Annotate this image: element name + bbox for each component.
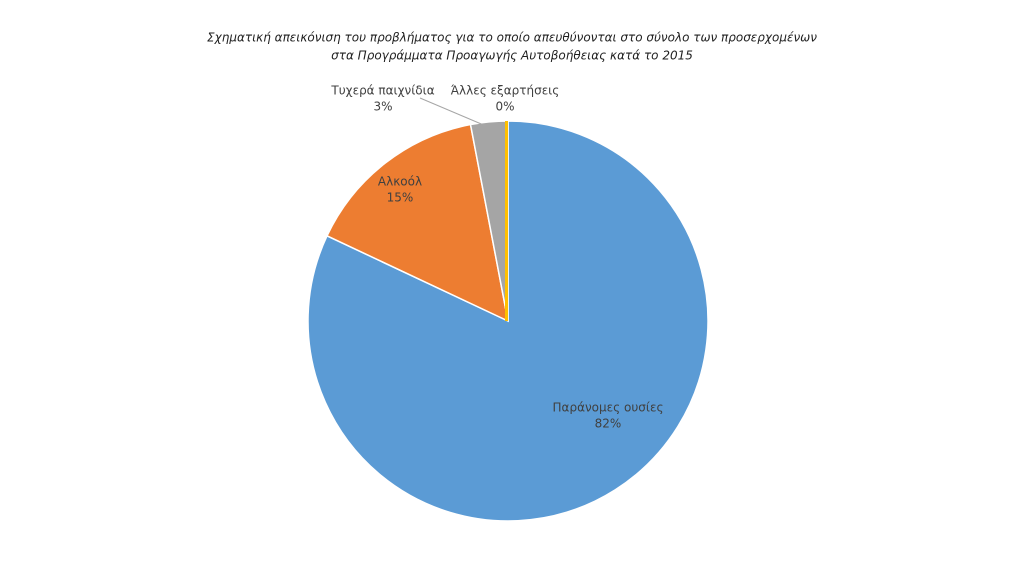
slice-label: Αλκοόλ: [378, 175, 422, 189]
chart-title: στα Προγράμματα Προαγωγής Αυτοβοήθειας κ…: [331, 49, 693, 63]
chart-title: Σχηματική απεικόνιση του προβλήματος για…: [207, 31, 817, 45]
pie-slice: [326, 123, 510, 323]
slice-value-label: 3%: [373, 100, 392, 114]
slice-value-label: 0%: [495, 100, 514, 114]
slice-label: Παράνομες ουσίες: [553, 401, 664, 415]
leader-line: [419, 97, 487, 127]
slice-label: Άλλες εξαρτήσεις: [451, 84, 560, 98]
slice-value-label: 15%: [387, 191, 414, 205]
slice-label: Τυχερά παιχνίδια: [330, 84, 434, 98]
slice-value-label: 82%: [595, 417, 622, 431]
